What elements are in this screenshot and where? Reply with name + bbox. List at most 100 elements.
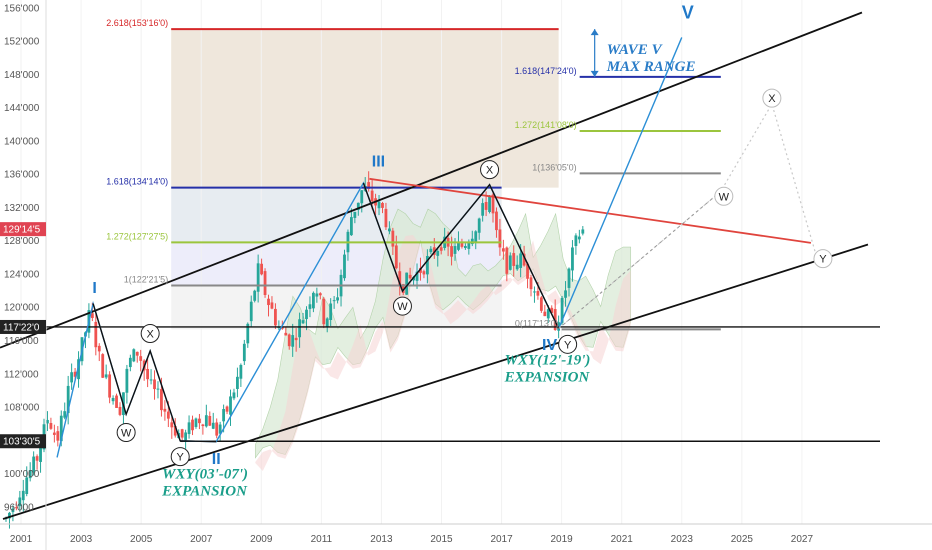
candle-body [173,426,177,436]
candle-body [546,309,550,319]
fib-level-label: 2.618(153'16'0) [106,18,168,28]
labels: 2.618(153'16'0) 1.618(147'24'0) 1.272(141'… [92,2,833,499]
circle-label: X [768,93,776,105]
circle-label: X [146,329,154,341]
wave-label: II [212,451,221,468]
candle-body [543,311,547,317]
candle-body [14,507,18,509]
candle-body [349,217,353,236]
resistance-line [369,177,812,244]
y-tick-label: 144'000 [4,103,40,114]
y-tick-label: 100'000 [4,469,40,480]
wxy-pattern-2012 [362,182,560,329]
annotation-text: MAX RANGE [606,59,696,75]
candle-body [115,395,118,408]
price-badge-label: 129'14'5 [3,225,41,236]
annotation-text: WAVE V [607,42,664,58]
candle-body [356,202,360,210]
trend-lines [0,11,880,520]
annotation-text: WXY(03'-07') [162,466,248,482]
y-tick-label: 140'000 [4,136,40,147]
candle-body [249,301,253,322]
fib-level-label: 1(122'21'5) [124,275,168,285]
fib-level-label: 1(136'05'0) [532,162,576,172]
candle-body [204,415,208,427]
candle-body [312,292,315,309]
candle-body [225,406,229,412]
candle-body [260,263,263,275]
candle-body [325,318,329,328]
candle-body [294,337,298,341]
candle-body [256,263,260,292]
channel-lower [2,243,869,520]
candle-body [211,422,215,429]
candle-body [222,409,226,422]
candle-body [533,291,536,293]
candle-body [405,272,409,295]
candle-body [49,422,53,429]
circle-marker [116,423,136,443]
candle-body [412,276,415,281]
candle-body [191,419,194,431]
x-tick-label: 2011 [311,534,333,545]
candle-body [329,303,333,320]
candle-body [495,211,498,231]
candle-body [460,243,464,247]
annotation-text: EXPANSION [504,369,591,385]
x-tick-label: 2027 [791,534,814,545]
projection-path [558,102,818,329]
candle-body [536,291,540,296]
candle-body [425,256,429,275]
candle-body [422,271,426,275]
candle-body [508,255,512,270]
candle-body [467,242,471,249]
price-badge-label: 103'30'5 [3,437,41,448]
fib-level-label: 1.618(134'14'0) [106,177,168,187]
wave-label: III [372,153,385,170]
candle-body [229,396,232,415]
y-tick-label: 152'000 [4,37,40,48]
wave-label: V [682,2,694,22]
candle-body [101,354,105,378]
candle-body [21,490,25,501]
annotation-text: EXPANSION [161,483,248,499]
candle-body [529,277,533,290]
candle-body [512,253,516,266]
candle-body [415,271,419,281]
candle-body [457,242,460,250]
candle-body [18,497,22,507]
range-arrow-head-down [590,70,599,77]
candle-body [401,284,405,293]
candle-body [184,432,188,441]
circle-label: Y [564,339,572,351]
candle-body [180,429,184,438]
x-tick-label: 2009 [250,534,273,545]
candle-body [439,247,443,251]
candle-body [515,264,519,270]
candle-body [246,323,250,344]
candle-body [218,424,222,434]
circle-marker [813,249,833,269]
candle-body [398,271,402,286]
wave-label: I [92,280,96,297]
candle-body [274,308,277,326]
candle-body [526,263,529,279]
candle-body [132,349,136,362]
candle-body [567,268,571,288]
candle-body [253,290,257,301]
candle-body [394,245,398,269]
candle-body [52,432,56,435]
candle-body [370,190,374,202]
fib-level-label: 0(117'13'0) [515,318,559,328]
circle-label: Y [177,452,185,464]
candle-body [201,424,205,427]
x-tick-label: 2007 [190,534,213,545]
candles [4,171,585,529]
x-tick-label: 2021 [611,534,634,545]
candle-body [343,254,346,279]
candle-body [550,307,554,313]
candle-body [66,385,70,414]
candle-body [28,470,32,479]
candle-body [135,351,139,356]
